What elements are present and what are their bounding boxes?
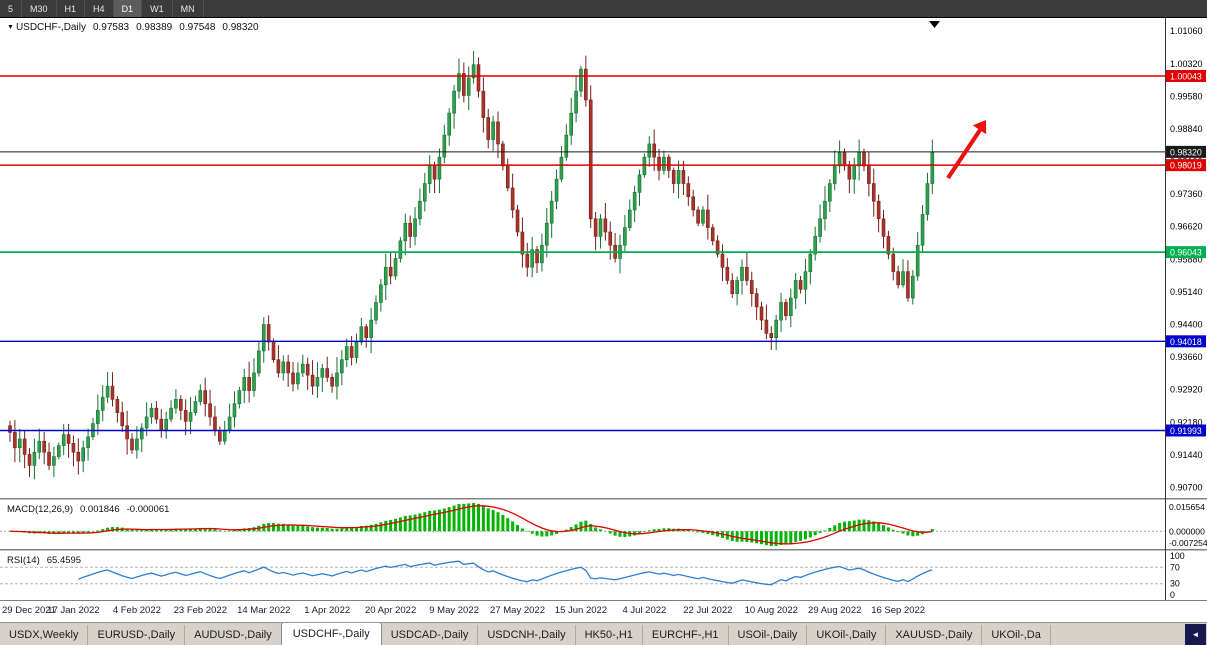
svg-text:0: 0 bbox=[1170, 590, 1175, 600]
rsi-panel bbox=[0, 566, 1165, 585]
svg-text:1.01060: 1.01060 bbox=[1170, 26, 1203, 36]
svg-text:0.000000: 0.000000 bbox=[1169, 526, 1205, 536]
panel-dividers bbox=[0, 18, 1207, 601]
svg-text:4 Jul 2022: 4 Jul 2022 bbox=[622, 605, 666, 616]
svg-text:0.96043: 0.96043 bbox=[1170, 248, 1202, 258]
ohlc-open-value: 0.97583 bbox=[92, 22, 130, 33]
macd-axis: 0.015654 0.000000 -0.007254 bbox=[1169, 502, 1207, 548]
chart-tab-bar: USDX,Weekly EURUSD-,Daily AUDUSD-,Daily USD… bbox=[0, 622, 1207, 645]
svg-text:23 Feb 2022: 23 Feb 2022 bbox=[174, 605, 227, 616]
chart-shift-marker-icon bbox=[929, 21, 940, 28]
price-level-tags: 1.00043 0.98320 0.98019 0.96043 0.94018 0.919… bbox=[1166, 69, 1206, 437]
chart-background bbox=[0, 18, 1207, 622]
timeframe-button-MN[interactable]: MN bbox=[173, 0, 204, 17]
macd-label: MACD(12,26,9) bbox=[7, 504, 73, 515]
svg-text:1 Apr 2022: 1 Apr 2022 bbox=[304, 605, 350, 616]
tab-scroll-left-button[interactable]: ◄ bbox=[1185, 624, 1206, 645]
svg-text:16 Sep 2022: 16 Sep 2022 bbox=[871, 605, 925, 616]
chart-area: 1.010601.003200.995800.988400.981000.973… bbox=[0, 18, 1207, 622]
svg-text:0.97360: 0.97360 bbox=[1170, 189, 1203, 199]
chart-tabs: USDX,Weekly EURUSD-,Daily AUDUSD-,Daily USD… bbox=[0, 623, 1185, 645]
svg-text:1.00320: 1.00320 bbox=[1170, 59, 1203, 69]
chart-tab-usoil-daily[interactable]: USOil-,Daily bbox=[729, 625, 808, 645]
chart-tab-eurusd-daily[interactable]: EURUSD-,Daily bbox=[88, 625, 186, 645]
svg-text:0.91440: 0.91440 bbox=[1170, 450, 1203, 460]
macd-signal-value: -0.000061 bbox=[126, 504, 170, 515]
svg-text:100: 100 bbox=[1170, 551, 1185, 561]
timeframe-button-M30[interactable]: M30 bbox=[22, 0, 57, 17]
timeframe-button-H4[interactable]: H4 bbox=[85, 0, 114, 17]
svg-text:0.94018: 0.94018 bbox=[1170, 337, 1202, 347]
trend-arrow-annotation bbox=[946, 120, 987, 180]
rsi-label: RSI(14) bbox=[7, 555, 40, 566]
svg-text:0.93660: 0.93660 bbox=[1170, 352, 1203, 362]
chart-tab-hk50-h1[interactable]: HK50-,H1 bbox=[576, 625, 643, 645]
rsi-value: 65.4595 bbox=[46, 555, 82, 566]
svg-text:9 May 2022: 9 May 2022 bbox=[429, 605, 479, 616]
svg-text:0.92920: 0.92920 bbox=[1170, 385, 1203, 395]
chart-tab-usdx-weekly[interactable]: USDX,Weekly bbox=[0, 625, 89, 645]
ohlc-close-value: 0.98320 bbox=[222, 22, 259, 33]
chart-tab-usdchf-daily[interactable]: USDCHF-,Daily bbox=[280, 623, 382, 645]
svg-text:0.96620: 0.96620 bbox=[1170, 222, 1203, 232]
price-axis[interactable]: 1.010601.003200.995800.988400.981000.973… bbox=[1170, 26, 1203, 492]
svg-text:0.95880: 0.95880 bbox=[1170, 254, 1203, 264]
svg-text:0.99580: 0.99580 bbox=[1170, 91, 1203, 101]
timeframe-button-D1[interactable]: D1 bbox=[113, 0, 143, 17]
timeframe-button-W1[interactable]: W1 bbox=[142, 0, 173, 17]
svg-text:-0.007254: -0.007254 bbox=[1169, 538, 1207, 548]
svg-text:70: 70 bbox=[1170, 562, 1180, 572]
chart-tab-usdcad-daily[interactable]: USDCAD-,Daily bbox=[382, 625, 479, 645]
ohlc-low-value: 0.97548 bbox=[179, 22, 216, 33]
chart-tab-xauusd-daily[interactable]: XAUUSD-,Daily bbox=[886, 625, 983, 645]
chart-canvas[interactable]: 1.010601.003200.995800.988400.981000.973… bbox=[0, 18, 1207, 622]
svg-text:0.98320: 0.98320 bbox=[1170, 147, 1202, 157]
svg-text:0.92180: 0.92180 bbox=[1170, 417, 1203, 427]
svg-text:0.95140: 0.95140 bbox=[1170, 287, 1203, 297]
horizontal-level-lines bbox=[0, 75, 1165, 432]
svg-text:30: 30 bbox=[1170, 579, 1180, 589]
svg-text:0.98019: 0.98019 bbox=[1170, 161, 1202, 171]
macd-signal-line bbox=[9, 505, 933, 545]
macd-header: MACD(12,26,9) 0.001846 -0.000061 bbox=[7, 504, 176, 515]
macd-main-value: 0.001846 bbox=[80, 504, 120, 515]
timeframe-button-H1[interactable]: H1 bbox=[57, 0, 86, 17]
chart-tab-usdcnh-daily[interactable]: USDCNH-,Daily bbox=[478, 625, 576, 645]
svg-text:1.00043: 1.00043 bbox=[1170, 71, 1202, 81]
chart-tab-audusd-daily[interactable]: AUDUSD-,Daily bbox=[185, 625, 282, 645]
candles bbox=[8, 50, 935, 480]
chart-tab-eurchf-h1[interactable]: EURCHF-,H1 bbox=[643, 625, 729, 645]
rsi-line bbox=[78, 560, 933, 586]
svg-text:29 Dec 2021: 29 Dec 2021 bbox=[2, 605, 56, 616]
svg-text:15 Jun 2022: 15 Jun 2022 bbox=[555, 605, 607, 616]
chart-header: ▼ USDCHF-,Daily 0.97583 0.98389 0.97548 0.983… bbox=[7, 22, 266, 33]
chart-symbol-label: USDCHF-,Daily bbox=[15, 22, 86, 33]
svg-text:20 Apr 2022: 20 Apr 2022 bbox=[365, 605, 416, 616]
svg-text:29 Aug 2022: 29 Aug 2022 bbox=[808, 605, 861, 616]
timeframe-toolbar: 5 M30 H1 H4 D1 W1 MN bbox=[0, 0, 1207, 18]
svg-text:0.015654: 0.015654 bbox=[1169, 502, 1205, 512]
svg-text:0.98840: 0.98840 bbox=[1170, 124, 1203, 134]
svg-text:27 May 2022: 27 May 2022 bbox=[490, 605, 545, 616]
svg-text:0.91993: 0.91993 bbox=[1170, 426, 1202, 436]
svg-text:10 Aug 2022: 10 Aug 2022 bbox=[745, 605, 798, 616]
chart-tab-ukoil-daily[interactable]: UKOil-,Daily bbox=[807, 625, 887, 645]
svg-text:0.94400: 0.94400 bbox=[1170, 319, 1203, 329]
chart-tab-ukoil-da[interactable]: UKOil-,Da bbox=[982, 625, 1051, 645]
symbol-marker-icon: ▼ bbox=[7, 24, 14, 31]
svg-text:4 Feb 2022: 4 Feb 2022 bbox=[113, 605, 161, 616]
timeframe-button-5[interactable]: 5 bbox=[0, 0, 23, 17]
svg-text:22 Jul 2022: 22 Jul 2022 bbox=[683, 605, 732, 616]
svg-text:14 Mar 2022: 14 Mar 2022 bbox=[237, 605, 290, 616]
svg-text:0.90700: 0.90700 bbox=[1170, 482, 1203, 492]
rsi-header: RSI(14) 65.4595 bbox=[7, 555, 88, 566]
svg-text:17 Jan 2022: 17 Jan 2022 bbox=[47, 605, 99, 616]
ohlc-high-value: 0.98389 bbox=[136, 22, 173, 33]
